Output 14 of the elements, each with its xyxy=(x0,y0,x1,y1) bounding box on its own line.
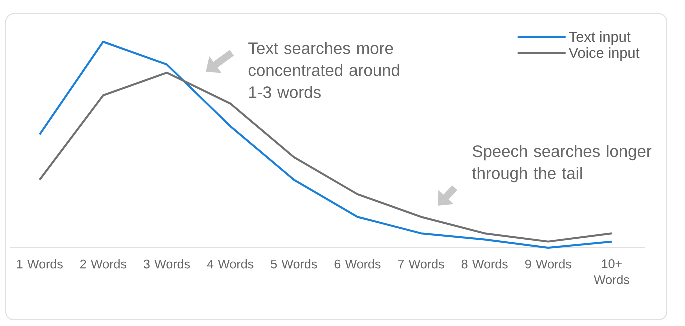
annotation: Speech searches longer through the tail xyxy=(472,145,652,183)
annotation: Text searches more concentrated around 1-3 words xyxy=(248,42,400,98)
legend-label: Voice input xyxy=(568,48,640,62)
x-tick-label: 8 Words xyxy=(462,260,508,269)
x-tick-label: 1 Words xyxy=(17,260,63,269)
x-tick-label: 10+ Words xyxy=(594,260,630,284)
x-tick-label: 5 Words xyxy=(271,260,318,269)
x-tick-label: 3 Words xyxy=(144,260,190,269)
x-tick-label: 7 Words xyxy=(398,260,444,269)
x-tick-label: 2 Words xyxy=(80,260,126,269)
x-tick-label: 6 Words xyxy=(334,260,381,269)
x-tick-label: 9 Words xyxy=(525,260,572,269)
legend-label: Text input xyxy=(569,32,631,46)
x-tick-label: 4 Words xyxy=(207,260,254,269)
